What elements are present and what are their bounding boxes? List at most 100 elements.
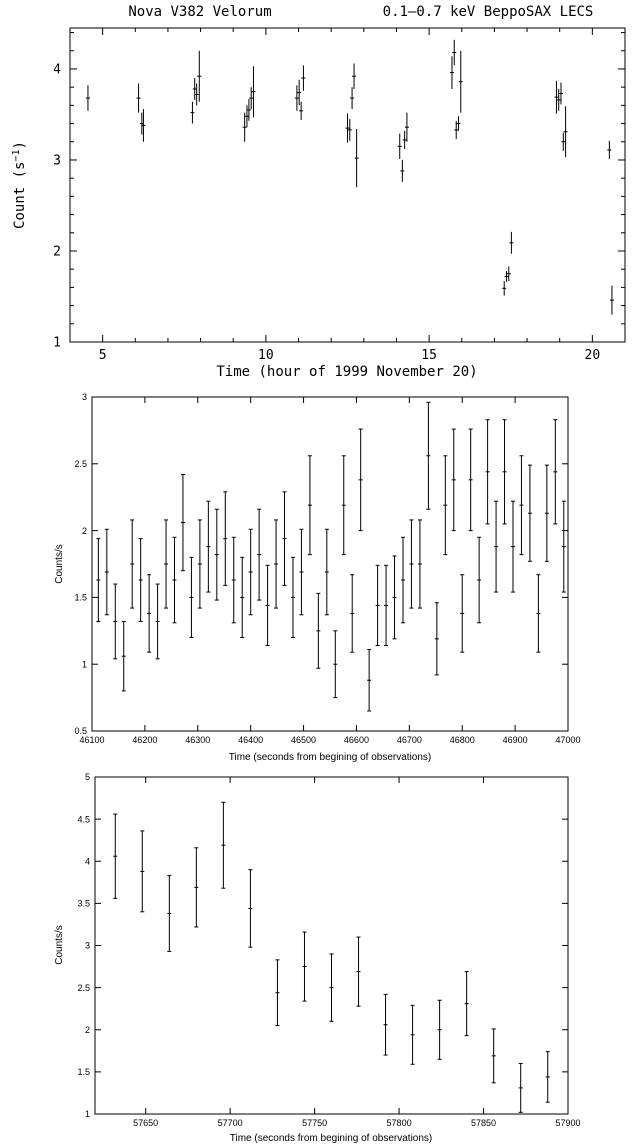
panel-1-y-axis-label-close: ): [12, 141, 28, 149]
panel-2-data-point: [307, 455, 312, 556]
panel-2-data-point: [341, 455, 346, 556]
panel-2-data-point: [121, 620, 126, 692]
panel-3-y-axis-label: Counts/s: [54, 925, 65, 964]
panel-1-x-axis-label: Time (hour of 1999 November 20): [216, 364, 477, 380]
panel-1-data-point: [556, 88, 561, 111]
panel-1-data-point: [190, 101, 195, 124]
panel-2-y-tick-label: 2.5: [74, 459, 87, 469]
panel-3-marks: [113, 801, 550, 1113]
panel-3-data-point: [410, 1004, 415, 1065]
panel-2-data-point: [172, 536, 177, 624]
panel-1-data-point: [136, 83, 141, 113]
panel-2-data-point: [485, 419, 490, 525]
panel-2-x-tick-label: 46600: [344, 735, 369, 745]
panel-2-data-point: [265, 564, 270, 646]
panel-2-data-point: [417, 519, 422, 609]
panel-2-data-point: [214, 508, 219, 601]
panel-1-data-point: [502, 281, 507, 296]
panel-2-data-point: [434, 602, 439, 676]
panel-2-data-point: [544, 464, 549, 562]
panel-2-y-tick-label: 1: [82, 659, 87, 669]
panel-1-marks: [85, 39, 614, 315]
panel-1-data-point: [397, 133, 402, 160]
panel-1-x-tick-label: 10: [258, 348, 274, 363]
panel-1-data-point: [402, 130, 407, 150]
panel-3-plot-frame: [94, 776, 569, 1115]
panel-2-data-point: [257, 508, 262, 601]
panel-2-x-tick-label: 46200: [132, 735, 157, 745]
panel-3-x-tick-label: 57800: [387, 1118, 412, 1128]
panel-1-data-point: [242, 112, 247, 142]
panel-3-data-point: [167, 875, 172, 952]
panel-1-plot-frame: [69, 27, 626, 343]
panel-1-y-axis-label-text: Count (s: [12, 162, 28, 229]
panel-2-data-point: [375, 564, 380, 646]
panel-2-data-point: [180, 473, 185, 572]
panel-1-data-point: [141, 109, 146, 142]
panel-1-data-point: [350, 87, 355, 110]
panel-2-data-point: [223, 491, 228, 586]
panel-2-marks: [96, 401, 566, 712]
panel-1-data-point: [452, 39, 457, 66]
panel-3-y-tick-label: 4.5: [77, 814, 90, 824]
panel-3-data-point: [383, 993, 388, 1056]
panel-1-y-tick-label: 3: [53, 154, 61, 169]
panel-3-data-point: [140, 830, 145, 913]
panel-3-y-tick-label: 3.5: [77, 899, 90, 909]
panel-2-data-point: [290, 556, 295, 638]
panel-2-data-point: [231, 536, 236, 624]
panel-2-data-point: [113, 583, 118, 660]
panel-2-data-point: [147, 574, 152, 653]
panel-1-data-point: [354, 129, 359, 188]
panel-3-data-point: [518, 1062, 523, 1113]
panel-2-x-tick-label: 46500: [291, 735, 316, 745]
panel-3-data-point: [356, 936, 361, 1007]
panel-1-data-point: [301, 65, 306, 91]
panel-3-x-tick-label: 57900: [555, 1118, 580, 1128]
panel-1-data-point: [509, 231, 514, 254]
panel-2-data-point: [299, 528, 304, 616]
panel-2-data-point: [316, 592, 321, 669]
panel-3-data-point: [221, 801, 226, 889]
panel-3-data-point: [491, 1028, 496, 1084]
panel-2-data-point: [553, 419, 558, 525]
panel-3-data-point: [464, 971, 469, 1037]
panel-2-data-point: [519, 455, 524, 556]
panel-2-x-tick-label: 46800: [450, 735, 475, 745]
panel-1-data-point: [609, 285, 614, 315]
panel-1-data-point: [251, 66, 256, 118]
panel-3-light-curve: 57650 57700 57750 57800 57850 57900 1 1.5 2 2.5 3 3…: [54, 772, 581, 1144]
panel-3-axes: 57650 57700 57750 57800 57850 57900 1 1.5 2 2.5 3 3…: [77, 772, 580, 1128]
panel-1-data-point: [352, 63, 357, 89]
panel-1-data-point: [506, 266, 511, 282]
panel-2-light-curve: 46100 46200 46300 46400 46500 46600 46700 46800…: [54, 392, 581, 763]
panel-2-data-point: [130, 519, 135, 609]
panel-2-data-point: [409, 519, 414, 609]
panel-3-data-point: [437, 999, 442, 1060]
panel-1-y-tick-label: 2: [53, 245, 61, 260]
panel-1-data-point: [504, 271, 509, 282]
panel-3-data-point: [194, 847, 199, 928]
panel-1-y-axis-label-sup: −1: [11, 149, 22, 161]
panel-3-data-point: [248, 869, 253, 948]
panel-3-x-tick-label: 57650: [133, 1118, 158, 1128]
panel-1-title-left: Nova V382 Velorum: [128, 4, 271, 20]
panel-1-data-point: [197, 50, 202, 102]
panel-2-axes: 46100 46200 46300 46400 46500 46600 46700 46800…: [74, 392, 580, 745]
panel-1-y-tick-label: 4: [53, 63, 61, 78]
panel-3-x-tick-label: 57850: [471, 1118, 496, 1128]
panel-1-data-point: [299, 101, 304, 120]
panel-1-x-tick-label: 5: [99, 348, 107, 363]
panel-2-data-point: [443, 455, 448, 556]
panel-2-data-point: [248, 528, 253, 616]
panel-3-y-tick-label: 2.5: [77, 983, 90, 993]
panel-2-x-tick-label: 46900: [503, 735, 528, 745]
panel-1-data-point: [244, 105, 249, 128]
panel-2-data-point: [155, 583, 160, 660]
panel-1-data-point: [559, 82, 564, 105]
panel-2-data-point: [400, 536, 405, 624]
panel-2-data-point: [206, 500, 211, 593]
panel-2-data-point: [510, 500, 515, 593]
panel-1-x-tick-label: 20: [585, 348, 601, 363]
